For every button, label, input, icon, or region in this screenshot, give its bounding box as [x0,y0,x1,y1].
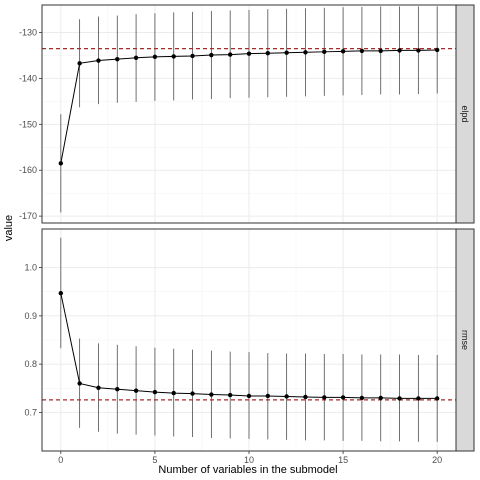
data-point [303,394,308,400]
data-point [416,48,421,53]
y-axis-title: value [3,215,15,241]
data-point [133,55,139,60]
facet-strip-label: rmse [460,330,470,350]
y-tick-label: -150 [19,119,37,129]
y-tick-label: 0.9 [24,311,37,321]
y-tick-label: -130 [19,28,37,38]
data-point [96,385,101,390]
data-point [77,61,82,66]
data-point [96,58,101,63]
facet-strip-label: elpd [460,105,470,122]
data-point [190,53,195,59]
y-tick-label: 0.8 [24,359,37,369]
data-point [227,392,233,398]
data-point [209,392,214,397]
data-point [284,394,289,399]
data-point [265,50,271,56]
panels-layer: -170 -160 -150 -140 -130 elpd 0.7 0.8 0.9 1.0 0 5 10… [19,4,475,465]
facet-strip [455,228,475,452]
x-tick-label: 10 [244,455,254,465]
x-tick-label: 20 [432,455,442,465]
panel-rmse: 0.7 0.8 0.9 1.0 0 5 10 15 20 rmse [24,228,475,465]
x-tick-label: 5 [152,455,157,465]
y-tick-label: 0.7 [24,407,37,417]
x-axis-title: Number of variables in the submodel [158,464,337,476]
data-point [152,54,158,60]
data-point [209,52,214,58]
data-point [171,54,176,59]
data-point [359,48,365,54]
data-point [434,396,440,401]
data-point [190,391,195,396]
data-point [171,390,176,396]
data-point [58,161,64,166]
data-point [359,395,365,401]
y-tick-label: -170 [19,211,37,221]
data-point [246,51,252,56]
data-point [265,393,271,399]
data-point [246,393,252,399]
data-point [77,381,82,386]
data-point [397,48,402,53]
data-point [322,49,327,55]
data-point [58,290,64,296]
data-point [284,50,289,55]
y-tick-label: 1.0 [24,263,37,273]
data-point [227,52,233,57]
data-point [378,48,383,54]
data-point [416,396,421,401]
y-tick-label: -140 [19,73,37,83]
data-point [340,49,346,54]
facet-strip [455,4,475,224]
data-point [115,387,120,392]
data-point [378,395,383,401]
data-point [322,395,327,400]
data-point [152,389,158,395]
panel-elpd: -170 -160 -150 -140 -130 elpd [19,4,475,224]
x-tick-label: 0 [58,455,63,465]
x-tick-label: 15 [338,455,348,465]
data-point [115,56,120,62]
data-point [434,47,440,53]
data-point [340,395,346,400]
data-point [303,50,308,55]
data-point [133,388,139,393]
y-tick-label: -160 [19,165,37,175]
data-point [397,396,402,401]
